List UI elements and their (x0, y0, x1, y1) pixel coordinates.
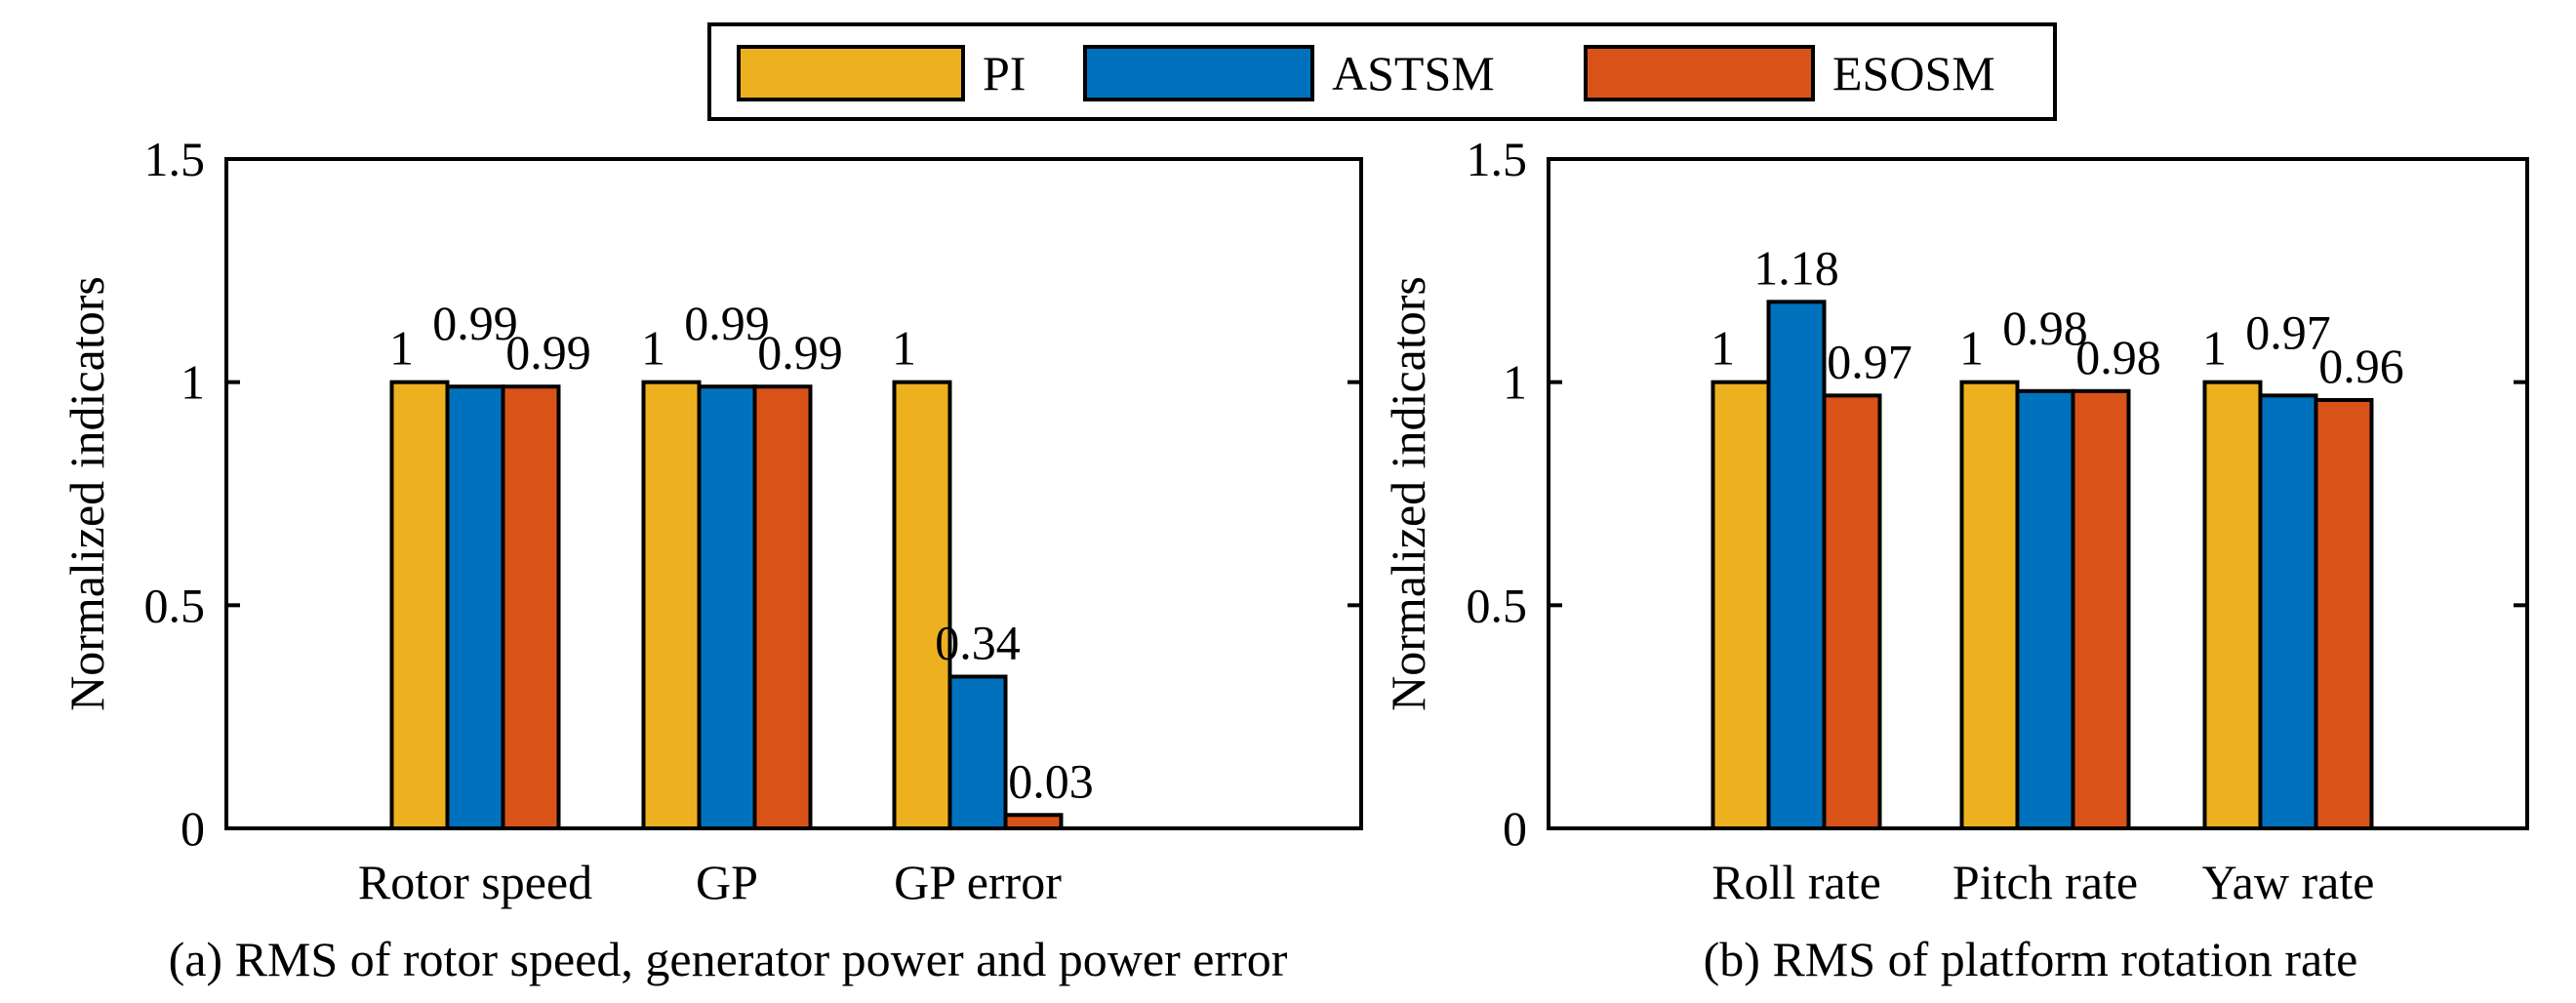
y-tick-label: 1.5 (1467, 132, 1528, 186)
data-label-esosm: 0.98 (2075, 330, 2161, 384)
data-label-astsm: 0.97 (2245, 304, 2331, 359)
x-tick-label: GP (696, 855, 758, 909)
chart-caption: (b) RMS of platform rotation rate (1704, 932, 2358, 986)
data-label-esosm: 0.99 (757, 325, 843, 380)
bar-astsm (697, 384, 757, 830)
legend-label-esosm: ESOSM (1832, 46, 1995, 100)
bar-astsm (2258, 393, 2318, 830)
data-label-astsm: 1.18 (1753, 240, 1839, 295)
y-tick-label: 0.5 (1467, 578, 1528, 632)
legend-swatch-astsm (1083, 45, 1314, 101)
y-tick-label: 0.5 (144, 578, 206, 632)
bar-pi (1711, 380, 1771, 830)
data-label-astsm: 0.34 (935, 616, 1021, 670)
y-tick-label: 0 (1503, 801, 1527, 856)
legend: PI ASTSM ESOSM (707, 22, 2057, 121)
bar-astsm (947, 674, 1008, 830)
x-tick-label: Pitch rate (1952, 855, 2138, 909)
x-tick-label: Rotor speed (358, 855, 592, 909)
legend-swatch-pi (737, 45, 965, 101)
y-tick-label: 0 (181, 801, 205, 856)
bar-pi (2202, 380, 2263, 830)
y-tick-label: 1 (181, 355, 205, 410)
y-axis-label: Normalized indicators (1381, 276, 1435, 711)
data-label-astsm: 0.98 (2002, 301, 2088, 355)
data-label-astsm: 0.99 (684, 296, 770, 350)
y-tick-label: 1.5 (144, 132, 206, 186)
bar-pi (1959, 380, 2020, 830)
legend-label-pi: PI (983, 46, 1026, 100)
data-label-pi: 1 (1959, 321, 1984, 376)
x-tick-label: Yaw rate (2202, 855, 2375, 909)
legend-swatch-esosm (1584, 45, 1815, 101)
data-label-esosm: 0.97 (1827, 334, 1912, 388)
x-tick-label: Roll rate (1711, 855, 1881, 909)
bar-pi (641, 380, 702, 830)
data-label-esosm: 0.03 (1008, 753, 1094, 808)
data-label-astsm: 0.99 (432, 296, 518, 350)
bar-esosm (1822, 393, 1882, 830)
bar-esosm (501, 384, 561, 830)
bar-esosm (2314, 397, 2374, 830)
bar-pi (389, 380, 450, 830)
chart-caption: (a) RMS of rotor speed, generator power … (169, 932, 1288, 986)
bar-astsm (445, 384, 505, 830)
data-label-esosm: 0.99 (505, 325, 591, 380)
data-label-pi: 1 (2202, 321, 2227, 376)
data-label-pi: 1 (892, 321, 916, 376)
legend-label-astsm: ASTSM (1332, 46, 1495, 100)
chart-panel-a: 0 0.5 1 1.5 Normalized indicators Rotor speed… (60, 132, 1363, 986)
data-label-pi: 1 (641, 321, 665, 376)
bar-astsm (2015, 388, 2075, 830)
y-tick-label: 1 (1503, 355, 1527, 410)
x-tick-label: GP error (894, 855, 1062, 909)
data-label-esosm: 0.96 (2318, 339, 2404, 393)
y-axis-label: Normalized indicators (60, 276, 114, 711)
bar-pi (892, 380, 952, 830)
data-label-pi: 1 (1711, 321, 1735, 376)
bar-esosm (1003, 813, 1064, 831)
bar-esosm (2071, 388, 2131, 830)
bar-esosm (752, 384, 813, 830)
bar-astsm (1766, 300, 1827, 830)
data-label-pi: 1 (389, 321, 414, 376)
